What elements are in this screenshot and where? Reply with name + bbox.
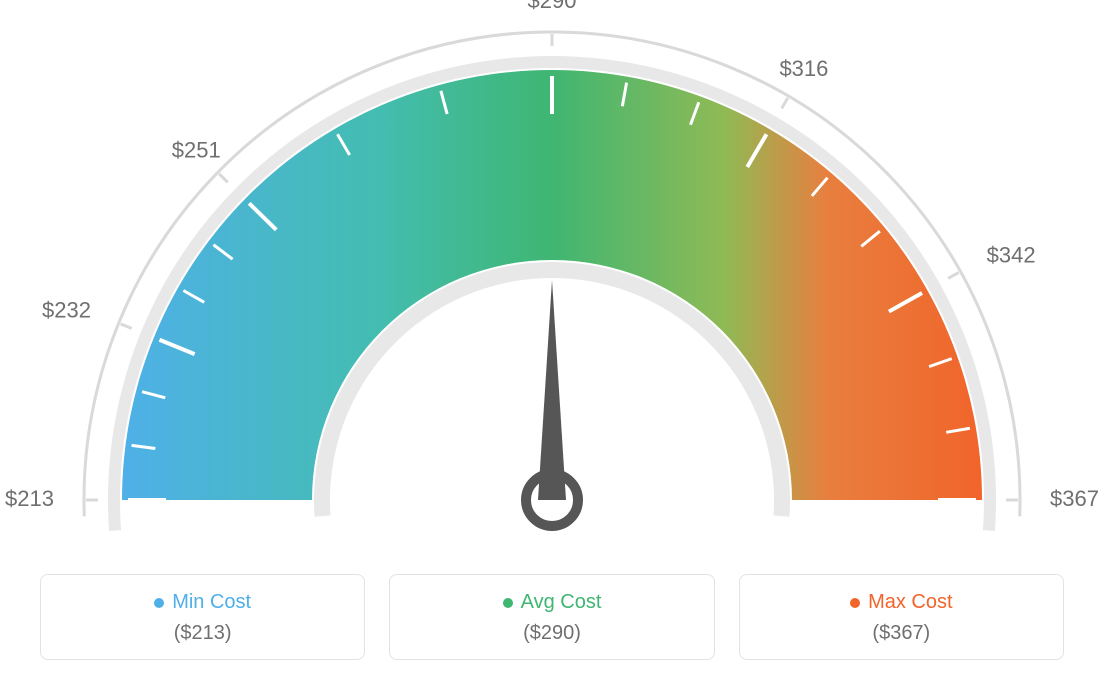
legend-card-min: Min Cost ($213) xyxy=(40,574,365,660)
legend-label-min: Min Cost xyxy=(154,591,251,614)
svg-text:$251: $251 xyxy=(172,137,221,162)
legend-card-max: Max Cost ($367) xyxy=(739,574,1064,660)
gauge-svg: $213 $232 $251 $290 $316 $342 $367 xyxy=(0,0,1104,560)
svg-text:$367: $367 xyxy=(1050,486,1099,511)
dot-icon xyxy=(154,598,164,608)
dot-icon xyxy=(503,598,513,608)
legend-label-text: Max Cost xyxy=(868,591,952,614)
svg-text:$290: $290 xyxy=(528,0,577,13)
svg-text:$342: $342 xyxy=(987,243,1036,268)
legend-card-avg: Avg Cost ($290) xyxy=(389,574,714,660)
svg-text:$232: $232 xyxy=(42,298,91,323)
legend-label-max: Max Cost xyxy=(850,591,952,614)
cost-gauge-widget: $213 $232 $251 $290 $316 $342 $367 Min Cost ($… xyxy=(0,0,1104,690)
legend-value-avg: ($290) xyxy=(400,622,703,645)
legend-label-text: Min Cost xyxy=(172,591,251,614)
legend-value-min: ($213) xyxy=(51,622,354,645)
legend-value-max: ($367) xyxy=(750,622,1053,645)
legend-row: Min Cost ($213) Avg Cost ($290) Max Cost… xyxy=(40,574,1064,660)
legend-label-avg: Avg Cost xyxy=(503,591,602,614)
gauge-chart: $213 $232 $251 $290 $316 $342 $367 xyxy=(0,0,1104,560)
svg-text:$213: $213 xyxy=(5,486,54,511)
dot-icon xyxy=(850,598,860,608)
svg-text:$316: $316 xyxy=(779,56,828,81)
legend-label-text: Avg Cost xyxy=(521,591,602,614)
